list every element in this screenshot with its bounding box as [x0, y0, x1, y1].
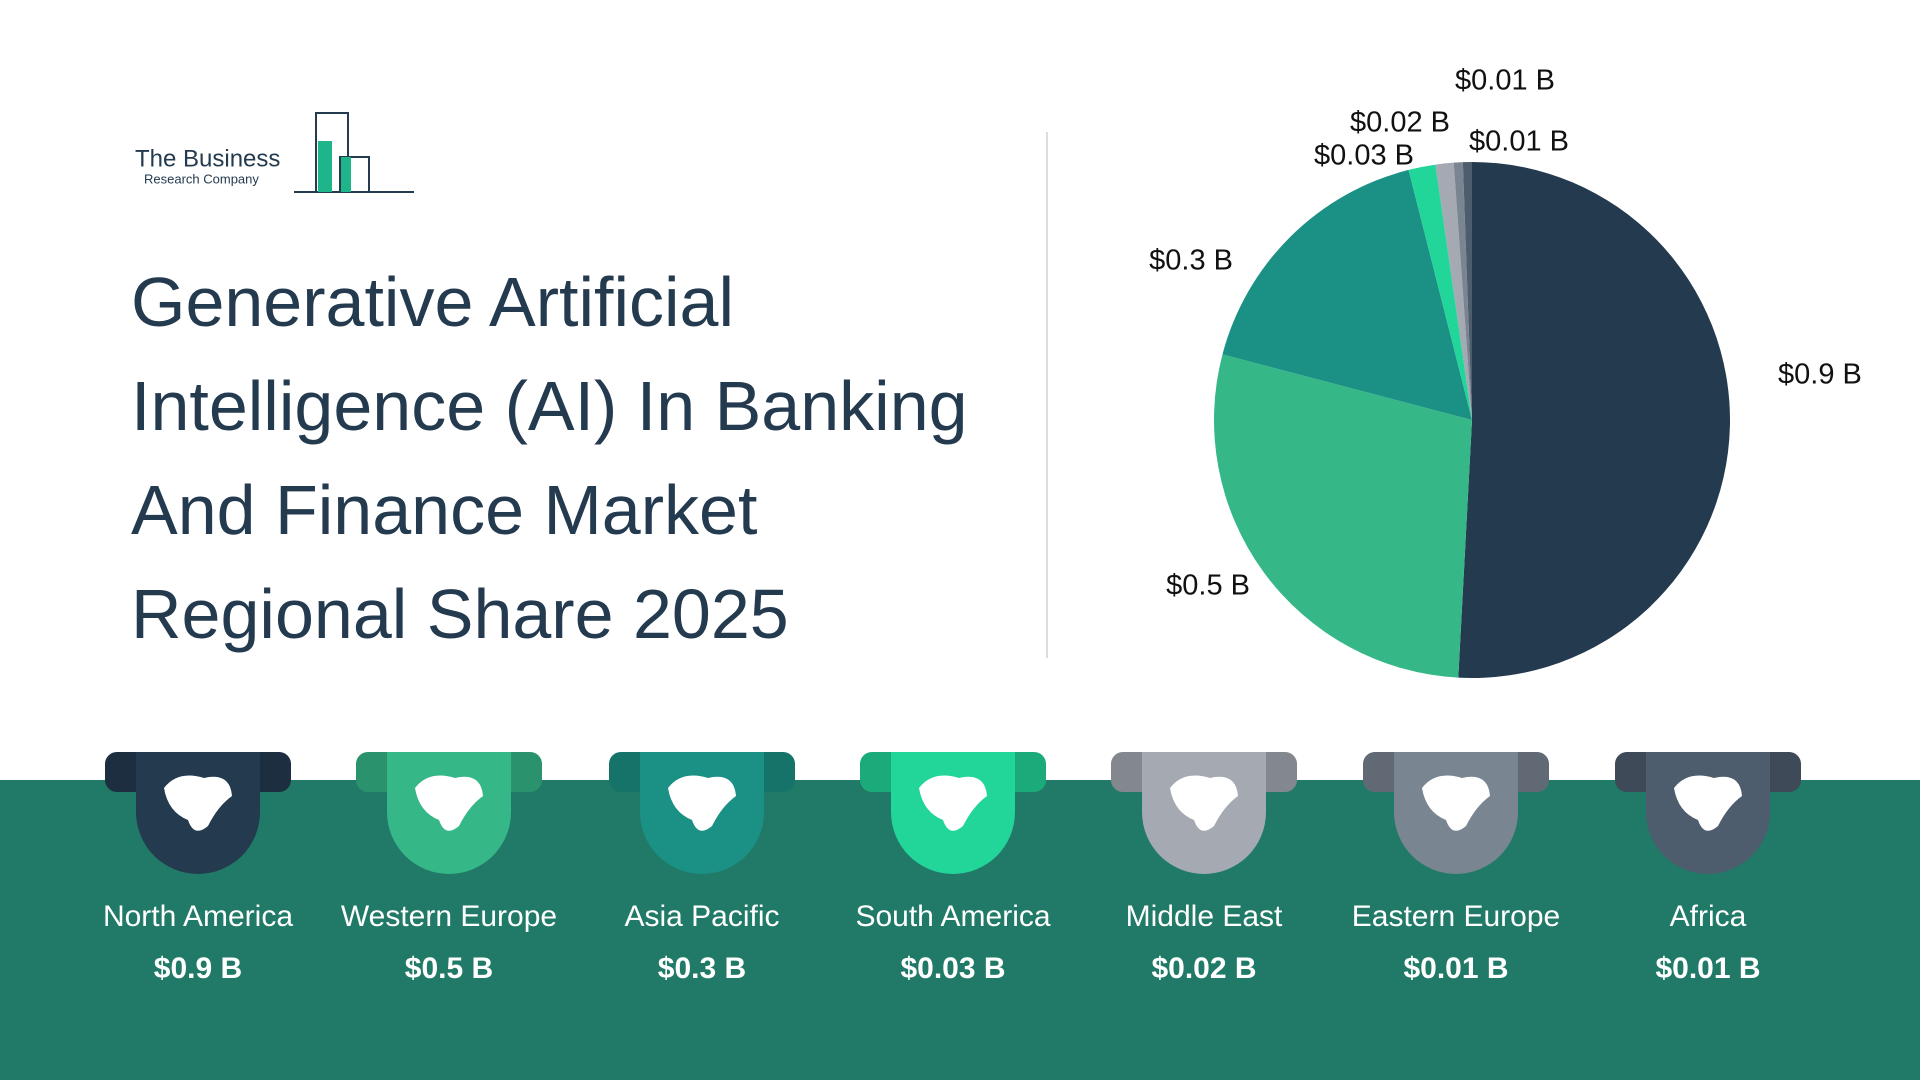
pie-slice	[1462, 162, 1472, 420]
pie-slice	[1458, 162, 1731, 679]
pie-slice	[1222, 169, 1472, 420]
region-name: Middle East	[1126, 900, 1283, 933]
region-card: Africa $0.01 B	[1615, 752, 1801, 985]
region-card: Middle East $0.02 B	[1111, 752, 1297, 985]
data-label: $0.9 B	[1778, 359, 1862, 391]
region-card: South America $0.03 B	[855, 752, 1051, 985]
data-label: $0.3 B	[1149, 245, 1233, 277]
data-label: $0.01 B	[1455, 65, 1555, 97]
logo-subtitle: Research Company	[144, 171, 259, 186]
region-value: $0.9 B	[154, 952, 242, 985]
region-value: $0.03 B	[900, 952, 1005, 985]
region-name: Eastern Europe	[1352, 900, 1560, 933]
logo-building	[341, 157, 351, 192]
pie-slice	[1408, 164, 1472, 420]
region-icon	[1170, 775, 1238, 831]
region-card: Eastern Europe $0.01 B	[1352, 752, 1560, 985]
region-name: Asia Pacific	[624, 900, 779, 933]
region-icon	[415, 775, 483, 831]
region-icon	[919, 775, 987, 831]
region-value: $0.02 B	[1151, 952, 1256, 985]
chart-title: Generative Artificial Intelligence (AI) …	[131, 263, 968, 653]
logo-building	[318, 141, 332, 192]
region-card: Asia Pacific $0.3 B	[609, 752, 795, 985]
logo: The Business Research Company	[135, 112, 414, 193]
region-icon	[668, 775, 736, 831]
region-icon	[164, 775, 232, 831]
pie-slice	[1435, 162, 1472, 420]
region-value: $0.5 B	[405, 952, 493, 985]
region-value: $0.01 B	[1655, 952, 1760, 985]
logo-building	[339, 156, 370, 193]
region-name: Africa	[1670, 900, 1747, 933]
data-label: $0.02 B	[1350, 107, 1450, 139]
region-card: North America $0.9 B	[103, 752, 293, 985]
region-value: $0.3 B	[658, 952, 746, 985]
data-label: $0.01 B	[1469, 126, 1569, 158]
region-value: $0.01 B	[1403, 952, 1508, 985]
region-name: Western Europe	[341, 900, 557, 933]
data-label: $0.5 B	[1166, 570, 1250, 602]
logo-name: The Business	[135, 145, 280, 172]
pie-slice	[1214, 354, 1472, 678]
region-card: Western Europe $0.5 B	[341, 752, 557, 985]
region-icon	[1422, 775, 1490, 831]
region-name: South America	[855, 900, 1050, 933]
pie-slice	[1453, 162, 1472, 420]
region-icon	[1674, 775, 1742, 831]
region-name: North America	[103, 900, 293, 933]
data-label: $0.03 B	[1314, 140, 1414, 172]
